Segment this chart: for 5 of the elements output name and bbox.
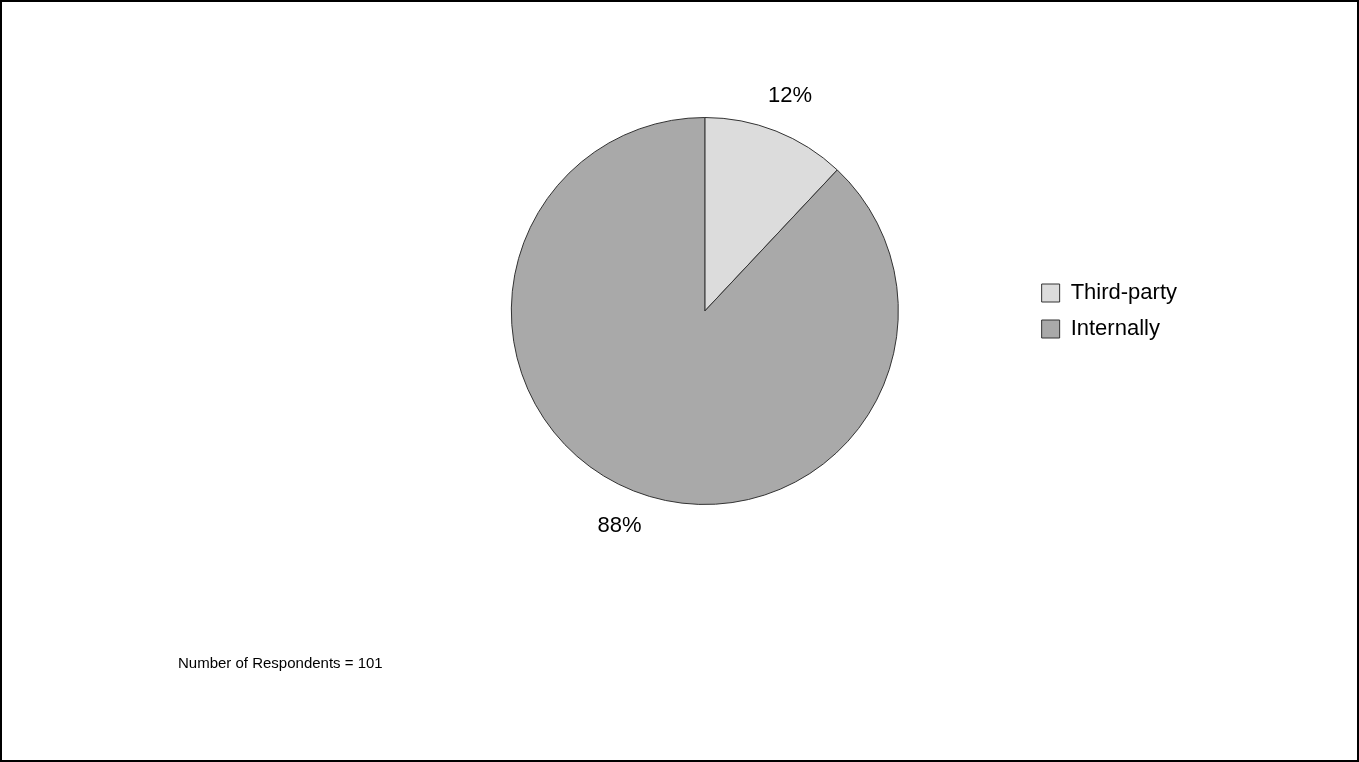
- text: Number of Respondents = 101: [178, 654, 383, 671]
- data-label: 12%: [768, 81, 813, 107]
- data-label: 88%: [597, 512, 642, 538]
- legend-label: Third-party: [1070, 279, 1177, 305]
- legend-label: Internally: [1070, 315, 1160, 341]
